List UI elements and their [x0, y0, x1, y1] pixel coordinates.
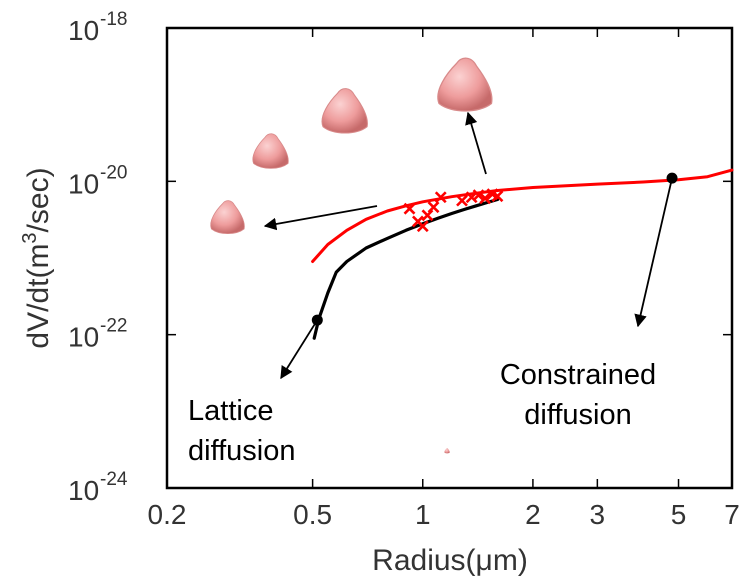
y-tick-label: 10: [68, 475, 99, 506]
series-3-marker: [421, 209, 434, 222]
x-tick-label: 7: [724, 499, 740, 530]
x-tick-label: 0.5: [293, 499, 332, 530]
arrow-constrained-diffusion: [634, 177, 673, 328]
y-axis-title-part-2: /sec): [22, 167, 55, 232]
x-axis: 0.2 0.5 1 2 3 5 7: [148, 28, 740, 530]
x-tick-label: 2: [525, 499, 541, 530]
series-1-line: [311, 168, 734, 263]
y-axis-title-part-1: dV/dt(m: [22, 244, 55, 349]
annotation-arrows: [263, 111, 673, 380]
x-tick-label: 1: [415, 499, 431, 530]
arrow-to-small-particle: [263, 205, 378, 231]
marker-stroke: [416, 220, 429, 233]
series-3-marker: [427, 201, 440, 214]
series-2-line: [312, 197, 500, 340]
marker-stroke: [434, 191, 447, 204]
series-layer: [311, 168, 734, 340]
arrow-to-large-particle: [465, 111, 487, 175]
series-3-marker: [472, 189, 485, 202]
series-3-marker: [491, 190, 504, 203]
annotation-2-line-1: Constrained: [500, 359, 656, 391]
series-3-marker: [456, 194, 468, 207]
particle-body: [210, 200, 245, 234]
marker-stroke: [427, 201, 440, 214]
marker-stroke: [491, 190, 504, 203]
y-tick-label-exponent: -18: [100, 9, 127, 30]
y-tick-label: 10: [68, 168, 99, 199]
y-axis-title-superscript: 3: [19, 232, 41, 243]
x-axis-title: Radius(μm): [372, 544, 528, 577]
y-tick-label: 10: [68, 322, 99, 353]
marker-stroke: [486, 188, 499, 201]
series-3-marker: [416, 220, 429, 233]
series-3-marker: [434, 191, 447, 204]
particle-icon: [321, 88, 368, 134]
particle-body: [321, 88, 368, 134]
particle-icon: [444, 448, 450, 454]
x-tick-label: 0.2: [148, 499, 187, 530]
marker-stroke: [456, 194, 468, 207]
series-3-marker: [403, 202, 416, 215]
marker-stroke: [421, 209, 434, 222]
marker-stroke: [465, 191, 478, 204]
marker-stroke: [403, 202, 416, 215]
y-axis-title: dV/dt(m3/sec): [19, 167, 55, 348]
annotation-1-line-1: Lattice: [188, 395, 273, 427]
annotations: Lattice diffusion Constrained diffusion: [188, 359, 656, 467]
plot-frame: [165, 26, 734, 490]
particle-body: [252, 133, 289, 169]
y-tick-label-exponent: -24: [100, 469, 128, 490]
particle-icon: [437, 57, 493, 112]
particle-icon: [210, 200, 245, 234]
particle-body: [444, 448, 450, 454]
annotation-2-line-2: diffusion: [524, 399, 632, 431]
y-tick-label-exponent: -20: [100, 162, 127, 183]
y-tick-label-exponent: -22: [100, 316, 127, 337]
marker-stroke: [472, 189, 485, 202]
x-tick-label: 5: [671, 499, 687, 530]
series-3-marker: [479, 192, 491, 205]
annotation-1-line-2: diffusion: [188, 435, 296, 467]
particles: [210, 57, 493, 454]
y-tick-label: 10: [68, 15, 99, 46]
marker-stroke: [479, 192, 491, 205]
series-3-marker: [465, 191, 478, 204]
arrow-lattice-diffusion: [280, 319, 319, 380]
particle-icon: [252, 133, 289, 169]
x-tick-label: 3: [590, 499, 606, 530]
particle-body: [437, 57, 493, 112]
